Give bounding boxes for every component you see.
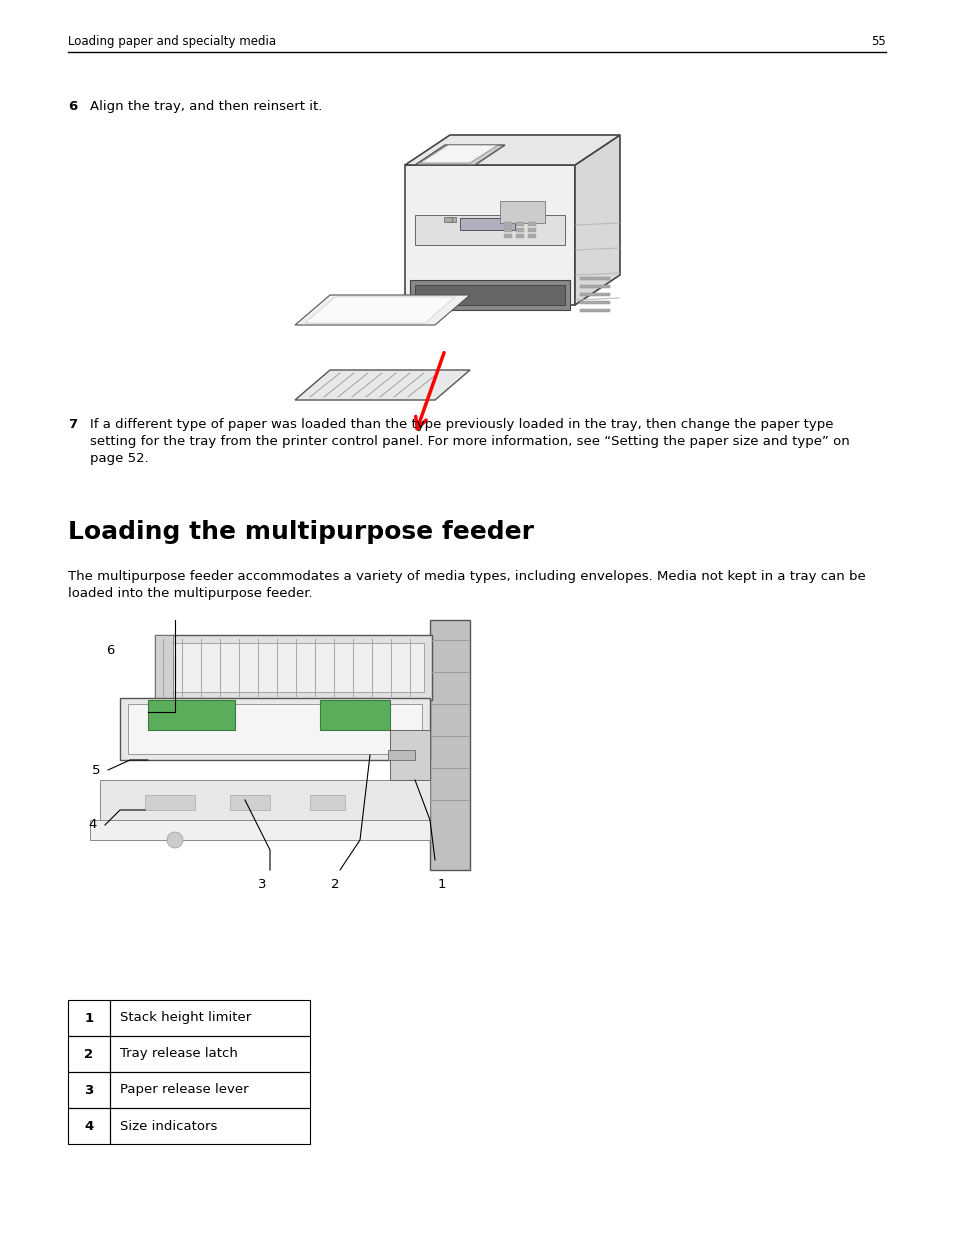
Text: Tray release latch: Tray release latch	[120, 1047, 237, 1061]
Text: 55: 55	[870, 35, 885, 48]
Text: Stack height limiter: Stack height limiter	[120, 1011, 251, 1025]
Text: 4: 4	[84, 1119, 93, 1132]
Polygon shape	[388, 750, 415, 760]
Text: Loading paper and specialty media: Loading paper and specialty media	[68, 35, 275, 48]
Bar	[68, 1036, 110, 1072]
Bar	[459, 219, 515, 230]
Polygon shape	[405, 135, 619, 165]
Text: 6: 6	[68, 100, 77, 112]
Polygon shape	[415, 215, 564, 245]
Bar	[410, 280, 569, 310]
Text: Paper release lever: Paper release lever	[120, 1083, 249, 1097]
Text: 3: 3	[84, 1083, 93, 1097]
Bar	[516, 233, 523, 238]
Bar	[516, 222, 523, 226]
Polygon shape	[419, 144, 497, 163]
Bar	[579, 309, 609, 312]
Text: 5: 5	[91, 763, 100, 777]
Bar	[110, 1108, 310, 1144]
Text: Align the tray, and then reinsert it.: Align the tray, and then reinsert it.	[90, 100, 322, 112]
Bar	[443, 217, 452, 222]
Bar	[68, 1000, 110, 1036]
Bar	[579, 277, 609, 280]
Text: 2: 2	[331, 878, 339, 890]
Bar	[527, 222, 536, 226]
Bar	[430, 620, 470, 869]
Bar	[110, 1036, 310, 1072]
Bar	[448, 217, 456, 222]
Bar	[230, 795, 270, 810]
Bar	[319, 700, 390, 730]
Bar	[405, 165, 575, 305]
Bar	[145, 795, 194, 810]
Bar	[579, 301, 609, 304]
Polygon shape	[575, 135, 619, 305]
Bar	[390, 730, 430, 781]
Bar	[154, 635, 432, 700]
Polygon shape	[100, 781, 430, 820]
Bar	[68, 1072, 110, 1108]
Bar	[503, 233, 512, 238]
Text: 1: 1	[437, 878, 446, 890]
Text: 3: 3	[257, 878, 266, 890]
Text: 1: 1	[85, 1011, 93, 1025]
Polygon shape	[415, 144, 504, 165]
Circle shape	[167, 832, 183, 848]
Bar	[110, 1000, 310, 1036]
Bar	[516, 228, 523, 232]
Bar	[415, 285, 564, 305]
Bar	[527, 233, 536, 238]
Bar	[120, 698, 430, 760]
Text: 7: 7	[68, 417, 77, 431]
Text: The multipurpose feeder accommodates a variety of media types, including envelop: The multipurpose feeder accommodates a v…	[68, 571, 864, 600]
Bar	[503, 228, 512, 232]
Bar	[163, 643, 423, 692]
Text: 4: 4	[89, 819, 97, 831]
Polygon shape	[305, 296, 455, 324]
Bar	[154, 635, 172, 700]
Bar	[128, 704, 421, 755]
Text: Loading the multipurpose feeder: Loading the multipurpose feeder	[68, 520, 534, 543]
Bar	[68, 1108, 110, 1144]
Text: 6: 6	[107, 643, 115, 657]
Bar	[310, 795, 345, 810]
Text: Size indicators: Size indicators	[120, 1119, 217, 1132]
Bar	[579, 285, 609, 288]
Bar	[148, 700, 234, 730]
Text: 2: 2	[85, 1047, 93, 1061]
Bar	[503, 222, 512, 226]
Polygon shape	[294, 370, 470, 400]
Text: If a different type of paper was loaded than the type previously loaded in the t: If a different type of paper was loaded …	[90, 417, 849, 466]
Bar	[579, 293, 609, 296]
Polygon shape	[294, 295, 470, 325]
Bar	[499, 201, 544, 224]
Bar	[110, 1072, 310, 1108]
Bar	[527, 228, 536, 232]
Polygon shape	[90, 820, 430, 840]
